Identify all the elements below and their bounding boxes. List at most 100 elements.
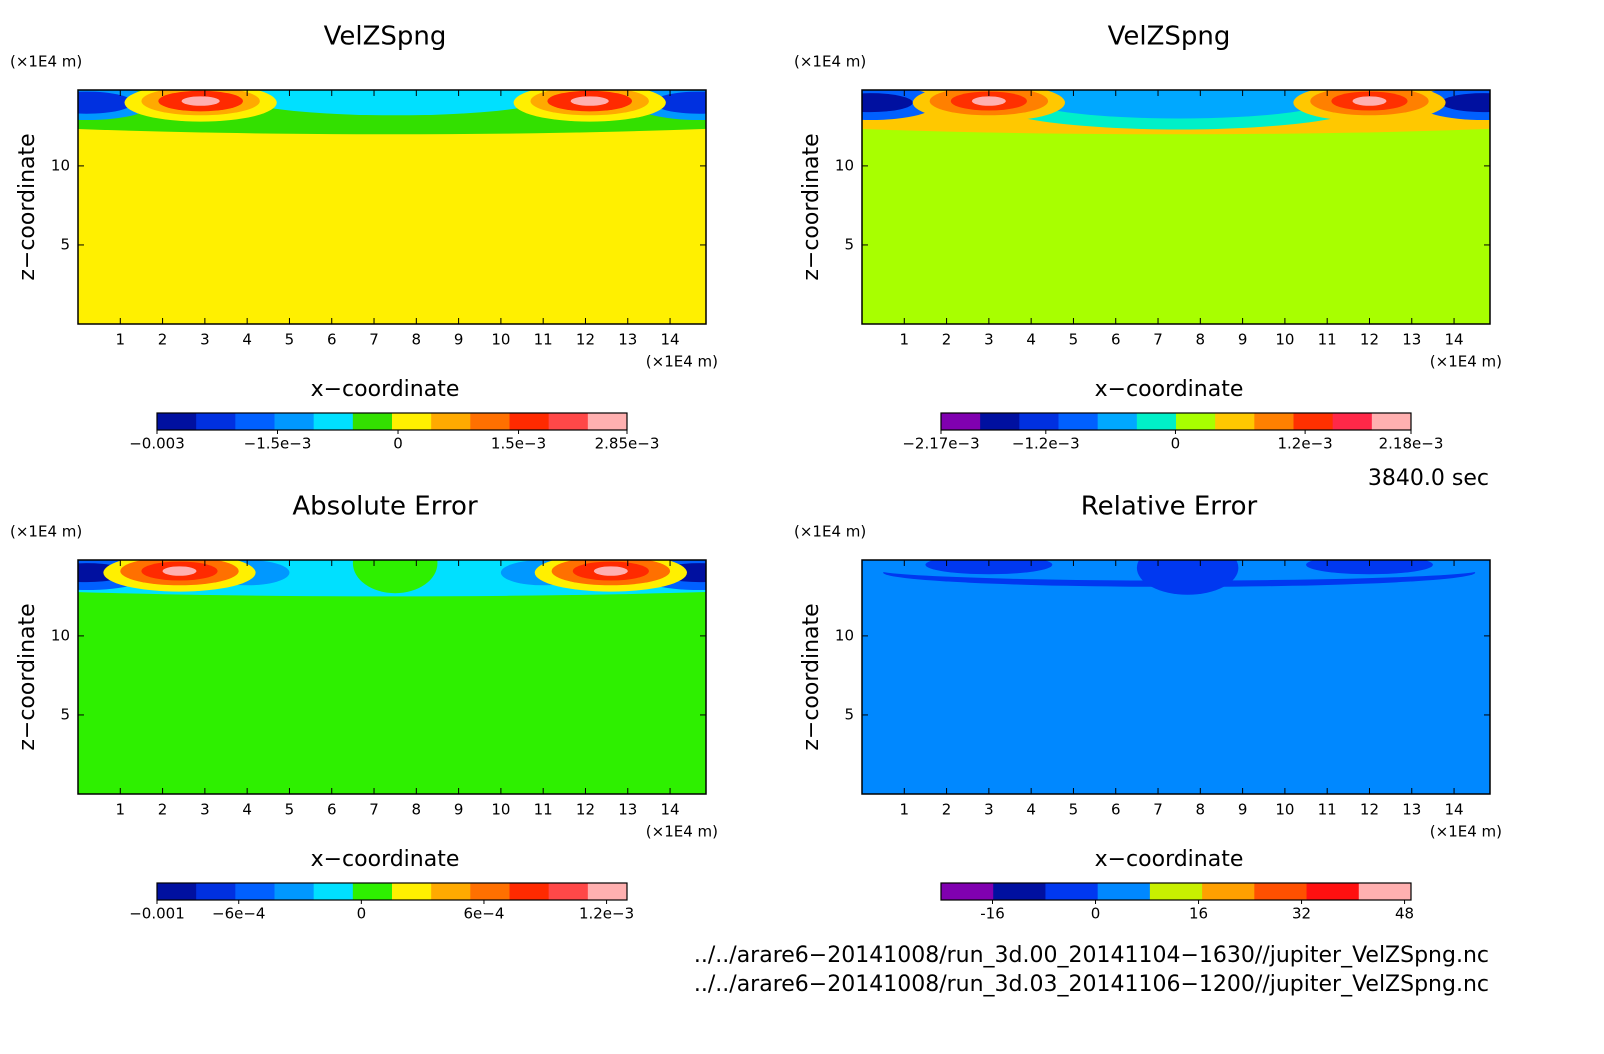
colorbar-box (548, 883, 589, 900)
contour-region (1352, 96, 1387, 106)
colorbar-box (1097, 413, 1138, 430)
x-tick-label: 9 (454, 331, 464, 349)
x-tick-label: 5 (1069, 801, 1079, 819)
colorbar-box (196, 883, 236, 900)
colorbar-box (1097, 883, 1151, 900)
plot-frame (861, 89, 1491, 325)
colorbar-box (313, 883, 354, 900)
contour-region (1026, 90, 1332, 119)
colorbar-box (1215, 413, 1255, 430)
colorbar-box (431, 413, 471, 430)
x-tick-label: 8 (1196, 331, 1206, 349)
colorbar-box (587, 883, 628, 900)
panel: Relative Error (×1E4 m) (×1E4 m) x−coordina… (794, 492, 1502, 923)
field-background (78, 560, 706, 794)
y-axis-label: z−coordinate (15, 603, 40, 750)
colorbar-box (1176, 413, 1216, 430)
x-tick-label: 12 (1360, 801, 1379, 819)
x-tick-label: 11 (1318, 801, 1337, 819)
x-tick-label: 13 (618, 331, 637, 349)
x-tick-label: 1 (116, 801, 126, 819)
colorbar-frame (156, 882, 628, 901)
x-tick-label: 3 (984, 801, 994, 819)
x-tick-label: 7 (1153, 801, 1163, 819)
contour-region (862, 93, 913, 113)
colorbar-box (1358, 883, 1412, 900)
x-tick-label: 2 (942, 801, 952, 819)
chart-title: Relative Error (1081, 492, 1258, 522)
x-tick-label: 13 (1402, 801, 1421, 819)
x-tick-label: 13 (1402, 331, 1421, 349)
colorbar-box (470, 413, 510, 430)
colorbar-box (1306, 883, 1360, 900)
colorbar-box (941, 413, 981, 430)
x-tick-label: 7 (369, 801, 379, 819)
x-tick-label: 1 (116, 331, 126, 349)
x-tick-label: 12 (576, 331, 595, 349)
colorbar-tick-label: 1.2e−3 (579, 905, 634, 923)
x-tick-label: 2 (158, 801, 168, 819)
time-label: 3840.0 sec (1368, 466, 1489, 491)
colorbar-box (1019, 413, 1059, 430)
x-unit: (×1E4 m) (646, 353, 718, 371)
y-tick-label: 10 (51, 156, 70, 174)
colorbar-tick-label: 1.2e−3 (1278, 435, 1333, 453)
colorbar-box (1332, 413, 1373, 430)
chart-title: Absolute Error (292, 492, 478, 522)
colorbar-tick-label: −6e−4 (212, 905, 265, 923)
file-path: ../../arare6−20141008/run_3d.03_20141106… (694, 972, 1489, 997)
chart-title: VelZSpng (1108, 22, 1231, 52)
colorbar-tick-label: 0 (1091, 905, 1101, 923)
colorbar-box (1254, 413, 1294, 430)
x-tick-label: 4 (1026, 801, 1036, 819)
colorbar-box (313, 413, 354, 430)
colorbar-box (941, 883, 994, 900)
x-tick-label: 12 (1360, 331, 1379, 349)
y-unit: (×1E4 m) (10, 53, 82, 71)
x-tick-label: 14 (661, 801, 680, 819)
x-tick-label: 2 (942, 331, 952, 349)
y-unit: (×1E4 m) (794, 53, 866, 71)
x-tick-label: 8 (1196, 801, 1206, 819)
contour-region (971, 96, 1006, 106)
x-tick-label: 8 (412, 801, 422, 819)
x-tick-label: 14 (1445, 331, 1464, 349)
colorbar-tick-label: −1.5e−3 (244, 435, 312, 453)
x-tick-label: 10 (1275, 801, 1294, 819)
colorbar-box (431, 883, 471, 900)
panel: Absolute Error (×1E4 m) (×1E4 m) x−coordina… (10, 492, 718, 923)
y-tick-label: 10 (51, 626, 70, 644)
contour-region (653, 91, 706, 114)
x-tick-label: 8 (412, 331, 422, 349)
colorbar-box (1149, 883, 1203, 900)
x-tick-label: 11 (1318, 331, 1337, 349)
contour-region (181, 96, 220, 106)
x-tick-label: 7 (1153, 331, 1163, 349)
x-tick-label: 3 (200, 331, 210, 349)
panel: VelZSpng (×1E4 m) (×1E4 m) x−coordinate z−co… (10, 22, 718, 453)
x-unit: (×1E4 m) (646, 823, 718, 841)
x-tick-label: 9 (1238, 331, 1248, 349)
colorbar-tick-label: 0 (357, 905, 367, 923)
panel: VelZSpng (×1E4 m) (×1E4 m) x−coordinate z−co… (794, 22, 1502, 453)
y-axis-label: z−coordinate (799, 133, 824, 280)
x-axis-label: x−coordinate (311, 377, 460, 402)
file-path: ../../arare6−20141008/run_3d.00_20141104… (694, 943, 1489, 968)
x-tick-label: 11 (534, 801, 553, 819)
colorbar-box (470, 883, 510, 900)
colorbar-box (587, 413, 628, 430)
x-tick-label: 5 (1069, 331, 1079, 349)
x-axis-label: x−coordinate (1095, 377, 1244, 402)
colorbar-tick-label: 0 (1171, 435, 1181, 453)
colorbar-box (1136, 413, 1177, 430)
colorbar-tick-label: 6e−4 (464, 905, 505, 923)
y-unit: (×1E4 m) (794, 523, 866, 541)
colorbar-box (157, 883, 197, 900)
colorbar-box (352, 883, 393, 900)
x-tick-label: 4 (242, 801, 252, 819)
colorbar-frame (940, 412, 1412, 431)
contour-region (1441, 93, 1490, 113)
field-background (862, 560, 1490, 794)
y-tick-label: 5 (844, 705, 854, 723)
x-tick-label: 6 (327, 331, 337, 349)
